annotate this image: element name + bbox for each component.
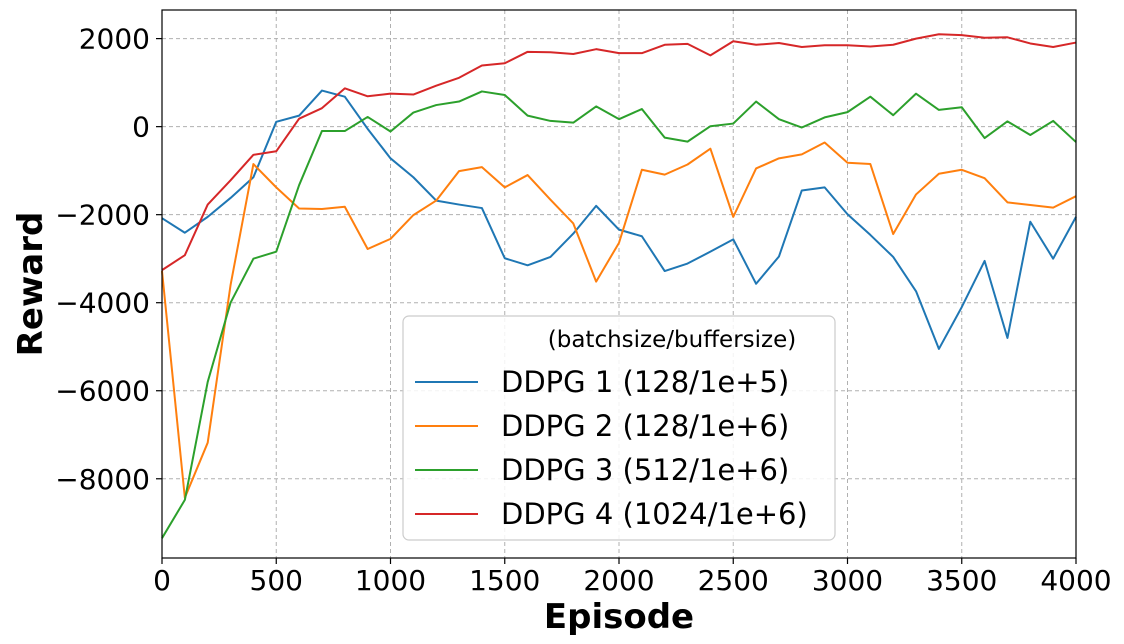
series-line-3: [161, 90, 1077, 539]
x-axis-ticks: 0 500 1000 1500 2000 2500 3000 3500 4000: [153, 558, 1112, 597]
y-tick-label: −2000: [55, 199, 150, 232]
legend-entries: DDPG 1 (128/1e+5) DDPG 2 (128/1e+6) DDPG 3…: [415, 365, 808, 531]
x-tick-label: 2500: [698, 564, 769, 597]
x-tick-label: 3500: [926, 564, 997, 597]
legend-title: (batchsize/buffersize): [548, 327, 796, 353]
legend-box: [402, 315, 836, 541]
series-line-4: [161, 33, 1077, 271]
series-line-2: [161, 141, 1077, 499]
y-axis-ticks: −8000 −6000 −4000 −2000 0 2000: [55, 23, 162, 496]
y-axis-label: Reward: [11, 212, 51, 357]
legend-label-2: DDPG 2 (128/1e+6): [501, 409, 789, 443]
series-lines: [161, 33, 1077, 539]
legend-label-3: DDPG 3 (512/1e+6): [501, 453, 789, 487]
x-tick-label: 4000: [1040, 564, 1111, 597]
y-tick-label: −8000: [55, 463, 150, 496]
x-axis-label: Episode: [544, 597, 694, 637]
legend: (batchsize/buffersize) DDPG 1 (128/1e+5)…: [402, 315, 836, 541]
y-tick-label: 2000: [79, 23, 150, 56]
x-tick-label: 2000: [583, 564, 654, 597]
x-tick-label: 0: [153, 564, 171, 597]
y-tick-label: −4000: [55, 287, 150, 320]
series-line-1: [161, 89, 1077, 350]
legend-label-4: DDPG 4 (1024/1e+6): [501, 497, 808, 531]
legend-label-1: DDPG 1 (128/1e+5): [501, 365, 789, 399]
y-tick-label: 0: [132, 111, 150, 144]
x-tick-label: 1500: [469, 564, 540, 597]
y-tick-label: −6000: [55, 375, 150, 408]
x-tick-label: 500: [250, 564, 303, 597]
x-tick-label: 1000: [355, 564, 426, 597]
x-tick-label: 3000: [812, 564, 883, 597]
